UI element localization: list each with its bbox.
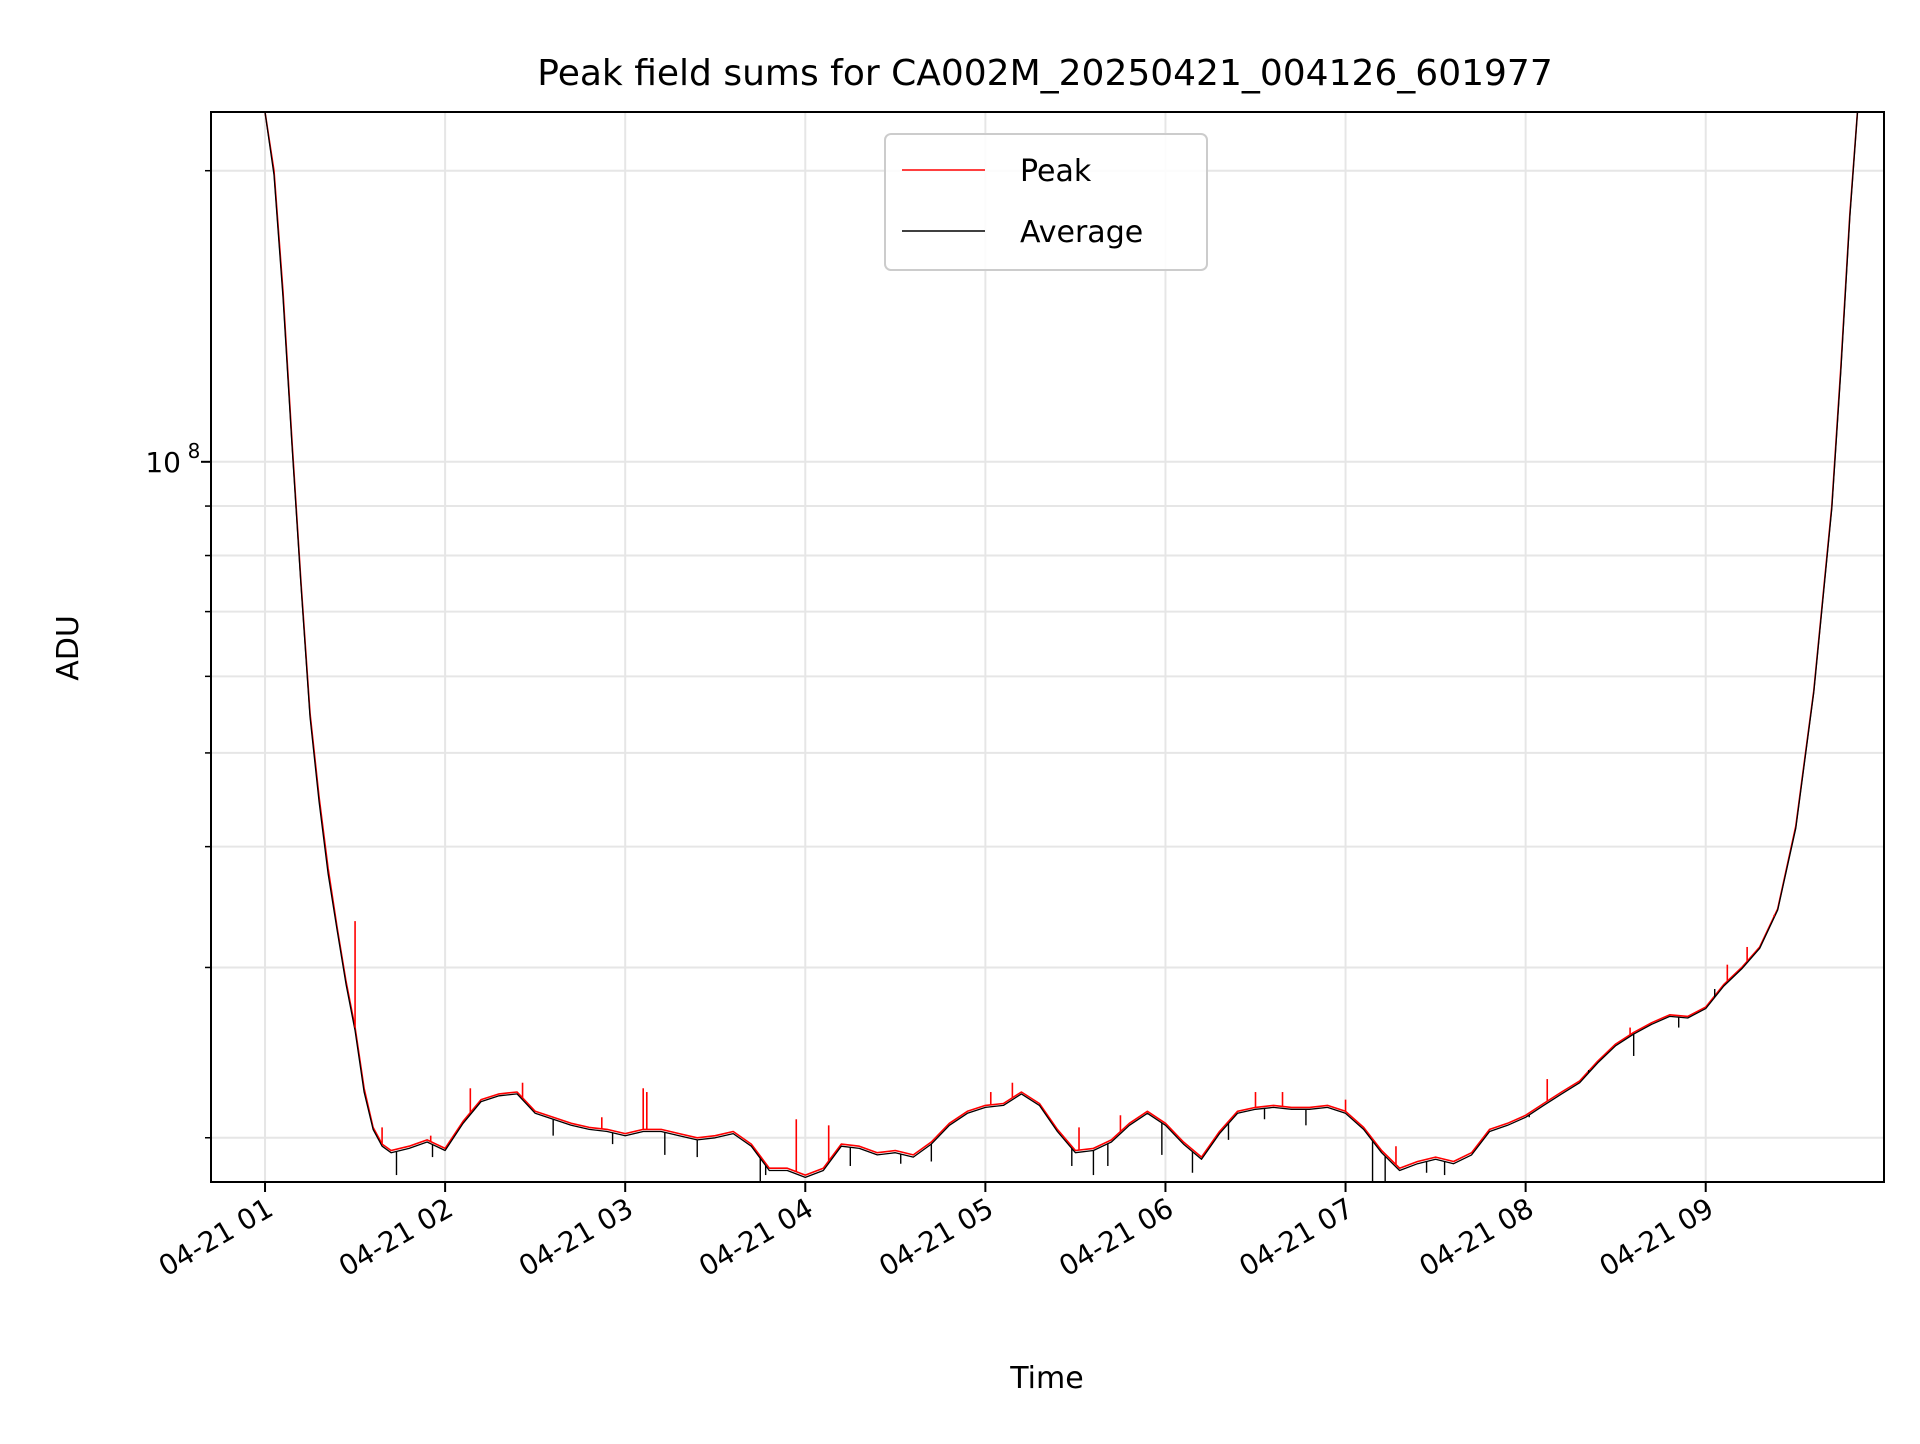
y-tick-label-exponent: 8 bbox=[188, 439, 201, 463]
chart-svg: Peak field sums for CA002M_20250421_0041… bbox=[0, 0, 1920, 1440]
y-axis-label: ADU bbox=[51, 615, 86, 681]
chart-title: Peak field sums for CA002M_20250421_0041… bbox=[537, 53, 1552, 94]
legend: Peak Average bbox=[885, 134, 1207, 270]
y-tick-label: 10 bbox=[145, 446, 181, 479]
legend-label-peak: Peak bbox=[1020, 154, 1092, 189]
legend-label-average: Average bbox=[1020, 215, 1143, 250]
chart-figure: Peak field sums for CA002M_20250421_0041… bbox=[0, 0, 1920, 1440]
x-axis-label: Time bbox=[1009, 1361, 1083, 1396]
